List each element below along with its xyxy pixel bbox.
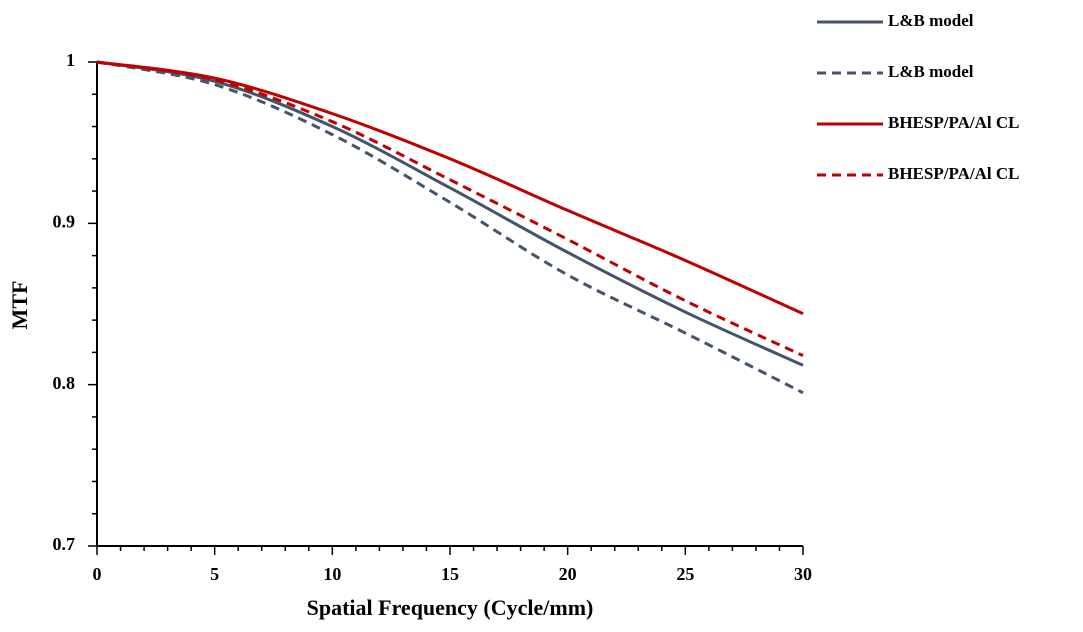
x-tick-label: 20 (559, 564, 577, 584)
x-tick-label: 0 (93, 564, 102, 584)
x-tick-label: 15 (441, 564, 459, 584)
x-tick-label: 10 (323, 564, 341, 584)
x-tick-label: 5 (210, 564, 219, 584)
x-tick-label: 30 (794, 564, 812, 584)
series-line (96, 60, 804, 367)
y-tick-label: 0.9 (53, 211, 76, 231)
legend-label: BHESP/PA/Al CL (888, 113, 1019, 132)
legend-label: BHESP/PA/Al CL (888, 164, 1019, 183)
y-axis-title: MTF (7, 281, 32, 330)
y-tick-label: 0.8 (53, 373, 76, 393)
legend-label: L&B model (888, 62, 974, 81)
x-axis-title: Spatial Frequency (Cycle/mm) (307, 595, 594, 620)
series-line (96, 60, 804, 316)
y-tick-label: 1 (66, 50, 75, 70)
x-tick-label: 25 (676, 564, 694, 584)
series-line (96, 60, 804, 357)
series-line (96, 60, 804, 395)
y-tick-label: 0.7 (53, 534, 76, 554)
legend-label: L&B model (888, 11, 974, 30)
